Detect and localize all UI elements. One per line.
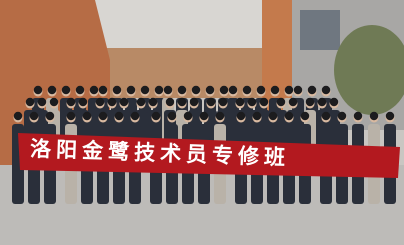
person-hair [30, 112, 38, 120]
person-hair [120, 98, 128, 106]
person-hair [178, 86, 186, 94]
person-hair [149, 98, 157, 106]
person-hair [294, 86, 302, 94]
person-hair [330, 98, 338, 106]
person-hair [257, 86, 265, 94]
person-hair [127, 86, 135, 94]
person-hair [99, 86, 107, 94]
person-hair [190, 98, 198, 106]
person-hair [155, 86, 163, 94]
person-hair [34, 86, 42, 94]
person-hair [285, 86, 293, 94]
person-hair [164, 86, 172, 94]
person-hair [178, 98, 186, 106]
person-hair [322, 86, 330, 94]
person-hair [168, 112, 176, 120]
person-hair [253, 112, 261, 120]
person-hair [99, 112, 107, 120]
person-hair [26, 98, 34, 106]
person-hair [83, 112, 91, 120]
photo: 洛阳金鹭技术员专修班 [0, 0, 404, 245]
person-hair [260, 98, 268, 106]
person-hair [141, 86, 149, 94]
person-hair [285, 112, 293, 120]
page: 洛阳金鹭技术员专修班 (() => { const data = JSON.pa… [0, 0, 404, 245]
person-hair [113, 86, 121, 94]
person-hair [46, 112, 54, 120]
person-hair [115, 112, 123, 120]
person-hair [271, 86, 279, 94]
person-hair [96, 98, 104, 106]
person-hair [269, 112, 277, 120]
person-hair [220, 86, 228, 94]
person-hair [237, 112, 245, 120]
person-hair [108, 98, 116, 106]
person-hair [219, 98, 227, 106]
person-hair [38, 98, 46, 106]
person-hair [14, 112, 22, 120]
person-hair [289, 98, 297, 106]
person-hair [62, 86, 70, 94]
window [300, 10, 340, 50]
person-hair [229, 86, 237, 94]
person-hair [386, 112, 394, 120]
person-hair [306, 98, 314, 106]
person-hair [236, 98, 244, 106]
person-hair [90, 86, 98, 94]
person-hair [137, 98, 145, 106]
person-hair [206, 86, 214, 94]
person-hair [166, 98, 174, 106]
person-hair [207, 98, 215, 106]
person-hair [354, 112, 362, 120]
person-hair [248, 98, 256, 106]
person-hair [301, 112, 309, 120]
person-hair [48, 86, 56, 94]
person-hair [50, 98, 58, 106]
person-hair [308, 86, 316, 94]
person-hair [192, 86, 200, 94]
person-hair [216, 112, 224, 120]
person-hair [79, 98, 87, 106]
person-hair [243, 86, 251, 94]
person-hair [370, 112, 378, 120]
person-hair [152, 112, 160, 120]
person-hair [277, 98, 285, 106]
person-hair [67, 98, 75, 106]
person-hair [76, 86, 84, 94]
person-hair [131, 112, 139, 120]
person-hair [184, 112, 192, 120]
person-hair [322, 112, 330, 120]
person-hair [200, 112, 208, 120]
person-hair [318, 98, 326, 106]
person-hair [67, 112, 75, 120]
person-hair [338, 112, 346, 120]
